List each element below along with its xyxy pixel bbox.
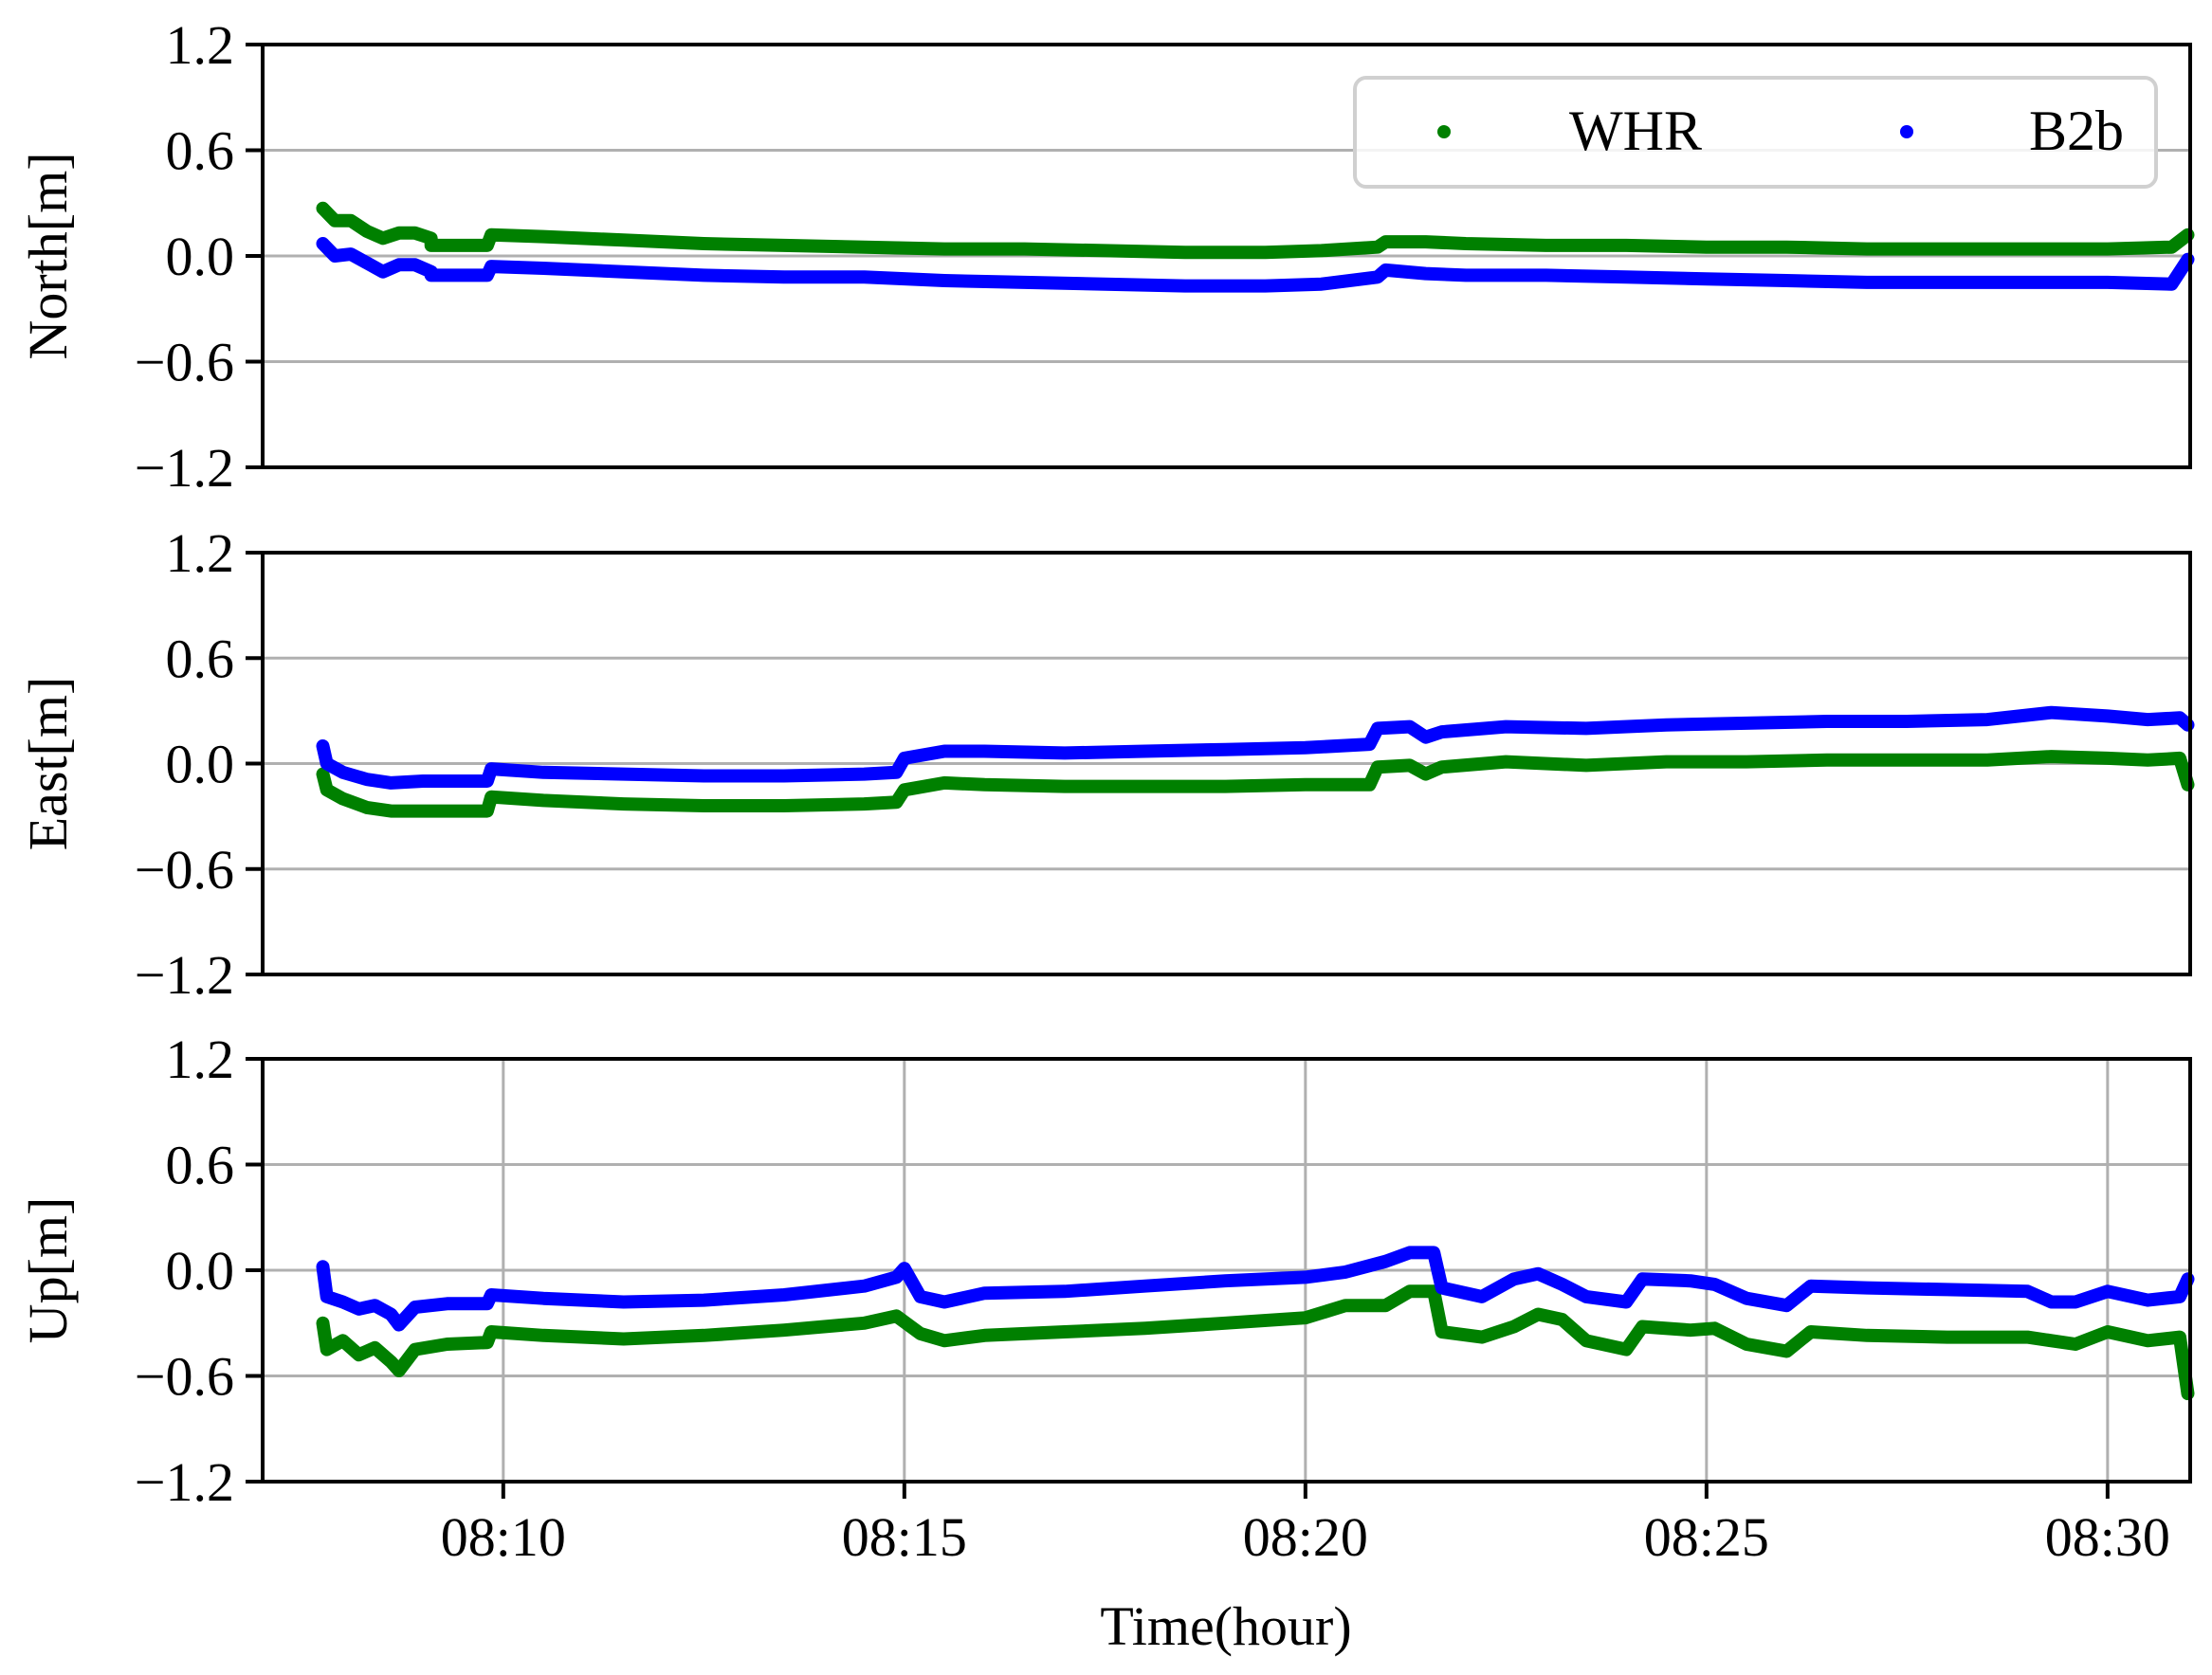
subplot-east: −1.2 −0.6 0.0 0.6 1.2 East[m] <box>17 522 2195 1006</box>
x-axis: 08:10 08:15 08:20 08:25 08:30 <box>441 1482 2170 1568</box>
legend-box <box>1353 76 2158 189</box>
x-tick-label: 08:10 <box>441 1506 566 1568</box>
y-tick-label: 1.2 <box>166 14 235 76</box>
x-tick-label: 08:30 <box>2045 1506 2170 1568</box>
x-axis-label: Time(hour) <box>1100 1595 1351 1657</box>
legend-item-whr: WHR <box>1437 100 1702 162</box>
legend-marker-icon <box>1437 125 1451 138</box>
x-tick-label: 08:20 <box>1243 1506 1368 1568</box>
series-whr <box>316 1284 2195 1401</box>
y-axis-label: East[m] <box>17 677 79 851</box>
y-tick-label: −0.6 <box>135 332 234 393</box>
subplot-north: −1.2 −0.6 0.0 0.6 1.2 North[m] <box>17 14 2195 499</box>
y-tick-label: 0.0 <box>166 226 235 287</box>
y-tick-label: 0.6 <box>166 1135 235 1196</box>
y-tick-label: 0.6 <box>166 628 235 689</box>
y-tick-label: 0.0 <box>166 1240 235 1302</box>
legend-label: B2b <box>2029 100 2124 162</box>
y-tick-label: 1.2 <box>166 522 235 584</box>
x-tick-label: 08:15 <box>842 1506 967 1568</box>
legend-marker-icon <box>1900 125 1913 138</box>
y-tick-label: 1.2 <box>166 1029 235 1090</box>
y-axis-label: North[m] <box>17 152 79 359</box>
series-b2b <box>316 237 2195 293</box>
series-b2b <box>316 705 2195 790</box>
x-tick-label: 08:25 <box>1644 1506 1769 1568</box>
legend: WHR B2b <box>1353 76 2158 189</box>
series-whr <box>316 750 2195 818</box>
series-whr <box>316 201 2195 260</box>
y-axis-label: Up[m] <box>17 1197 79 1344</box>
legend-item-b2b: B2b <box>1900 100 2124 162</box>
y-tick-label: −0.6 <box>135 1346 234 1408</box>
legend-label: WHR <box>1569 100 1702 162</box>
y-tick-label: −1.2 <box>135 944 234 1006</box>
series-b2b <box>316 1246 2195 1332</box>
subplot-up: −1.2 −0.6 0.0 0.6 1.2 Up[m] <box>17 1029 2195 1513</box>
subplots: −1.2 −0.6 0.0 0.6 1.2 North[m] −1.2 −0.6 0.0 0.6 1… <box>17 14 2195 1513</box>
y-tick-label: −1.2 <box>135 437 234 499</box>
y-tick-label: −1.2 <box>135 1451 234 1513</box>
y-tick-label: 0.6 <box>166 120 235 182</box>
y-tick-label: −0.6 <box>135 839 234 901</box>
y-tick-label: 0.0 <box>166 734 235 795</box>
